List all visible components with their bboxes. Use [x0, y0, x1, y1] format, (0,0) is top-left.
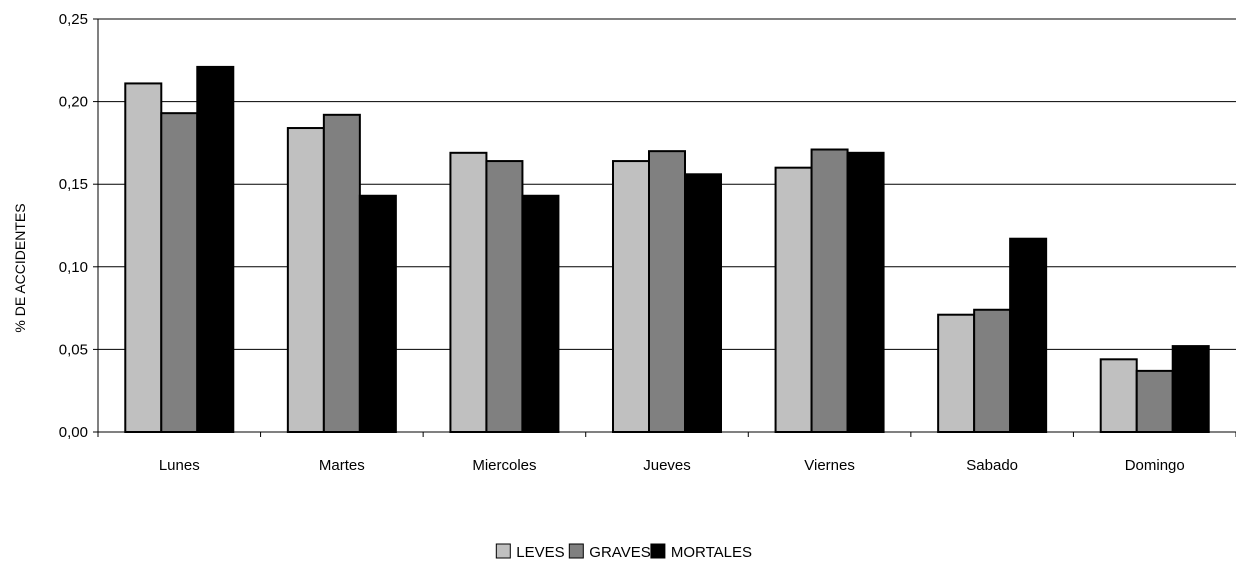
bar-graves-martes [322, 113, 361, 433]
bar-graves-miercoles [485, 160, 524, 434]
y-tick-label: 0,10 [59, 259, 88, 276]
x-tick-label: Domingo [1125, 457, 1185, 474]
bar-graves-sabado [973, 308, 1012, 434]
y-tick-label: 0,00 [59, 424, 88, 441]
y-axis-label: % DE ACCIDENTES [12, 203, 28, 332]
legend-swatch-graves [568, 543, 584, 559]
bar-graves-lunes [160, 112, 199, 433]
bar-mortales-sabado [1009, 237, 1048, 433]
x-tick-label: Viernes [804, 457, 855, 474]
bar-leves-miercoles [449, 151, 488, 433]
x-tick-labels: Lunes Martes Miercoles Jueves Viernes Sabado D… [159, 457, 1185, 474]
legend-label-mortales: MORTALES [671, 544, 752, 561]
legend-swatch-leves [495, 543, 511, 559]
y-tick-label: 0,05 [59, 341, 88, 358]
bar-leves-jueves [612, 160, 650, 434]
bar-leves-lunes [124, 82, 163, 433]
axes [93, 18, 1236, 437]
x-tick-label: Sabado [966, 457, 1018, 474]
bar-leves-sabado [937, 313, 976, 434]
bar-leves-viernes [774, 166, 813, 433]
x-tick-label: Jueves [643, 457, 691, 474]
bar-mortales-lunes [196, 65, 235, 434]
bar-graves-jueves [648, 150, 686, 433]
legend: LEVES GRAVES MORTALES [495, 543, 752, 561]
x-tick-label: Lunes [159, 457, 200, 474]
y-tick-label: 0,20 [59, 94, 88, 111]
bar-leves-martes [286, 127, 325, 433]
legend-label-graves: GRAVES [589, 544, 650, 561]
x-tick-label: Martes [319, 457, 365, 474]
bar-mortales-domingo [1171, 345, 1210, 434]
bars [124, 65, 1210, 434]
legend-label-leves: LEVES [516, 544, 564, 561]
y-tick-label: 0,25 [59, 11, 88, 28]
legend-swatch-mortales [650, 543, 666, 559]
bar-graves-domingo [1135, 369, 1174, 434]
bar-mortales-martes [358, 194, 397, 433]
bar-graves-viernes [810, 148, 849, 433]
y-tick-labels: 0,00 0,05 0,10 0,15 0,20 0,25 [59, 11, 88, 441]
bar-mortales-viernes [846, 151, 885, 433]
x-tick-label: Miercoles [472, 457, 536, 474]
bar-leves-domingo [1099, 358, 1138, 434]
bar-mortales-miercoles [521, 194, 560, 433]
bar-mortales-jueves [684, 173, 722, 433]
y-tick-label: 0,15 [59, 176, 88, 193]
